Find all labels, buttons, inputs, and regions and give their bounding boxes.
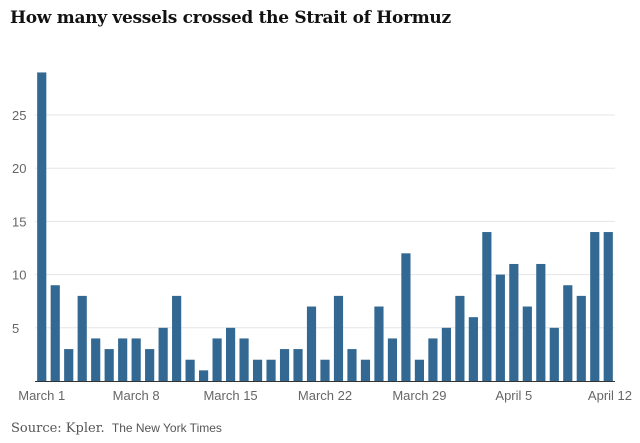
bar-mar-6: [104, 349, 114, 381]
bar-apr-3: [482, 232, 492, 381]
x-tick-label: March 8: [113, 388, 160, 403]
bar-apr-11: [590, 232, 600, 381]
bar-mar-21: [306, 306, 317, 381]
bar-mar-26: [374, 306, 384, 381]
bar-mar-10: [158, 327, 168, 381]
bar-mar-19: [279, 349, 290, 381]
bar-mar-5: [91, 338, 101, 381]
chart-title: How many vessels crossed the Strait of H…: [10, 8, 451, 28]
bar-mar-29: [414, 359, 425, 381]
x-tick-label: March 29: [392, 388, 446, 403]
y-tick-label: 15: [12, 214, 26, 229]
bar-apr-8: [549, 327, 559, 381]
bar-mar-15: [225, 327, 236, 381]
bar-apr-6: [522, 306, 532, 381]
source-note: Source: Kpler. The New York Times: [11, 420, 222, 436]
bar-apr-9: [563, 285, 573, 381]
credit-text: The New York Times: [111, 421, 222, 435]
y-tick-label: 10: [12, 268, 26, 283]
bar-mar-22: [320, 359, 330, 381]
bar-apr-10: [576, 295, 586, 381]
bar-mar-16: [239, 338, 249, 381]
bar-mar-18: [266, 359, 276, 381]
y-tick-label: 5: [12, 321, 19, 336]
bar-mar-20: [293, 349, 303, 381]
x-tick-label: March 1: [18, 388, 65, 403]
bar-mar-30: [428, 338, 438, 381]
bar-mar-27: [387, 338, 398, 381]
bar-apr-5: [509, 263, 519, 381]
bar-apr-1: [455, 295, 465, 381]
y-tick-label: 25: [12, 108, 26, 123]
bar-mar-4: [77, 295, 87, 381]
bar-mar-13: [199, 370, 209, 381]
bar-mar-3: [64, 349, 74, 381]
bar-apr-7: [536, 263, 546, 381]
bar-apr-12: [603, 232, 613, 381]
source-text: Source: Kpler.: [11, 421, 105, 436]
bar-mar-12: [185, 359, 195, 381]
bar-mar-24: [347, 349, 357, 381]
bar-mar-9: [145, 349, 155, 381]
x-tick-label: April 5: [495, 388, 532, 403]
bar-apr-4: [495, 274, 505, 381]
bar-apr-2: [468, 317, 478, 381]
bar-mar-2: [50, 285, 60, 381]
bar-mar-23: [333, 295, 344, 381]
bar-mar-1: [37, 72, 47, 381]
bar-mar-7: [118, 338, 128, 381]
x-tick-label: March 15: [203, 388, 257, 403]
x-tick-label: April 12: [588, 388, 632, 403]
x-tick-label: March 22: [298, 388, 352, 403]
bar-mar-17: [252, 359, 263, 381]
bar-mar-25: [360, 359, 371, 381]
bar-mar-14: [212, 338, 222, 381]
bar-mar-8: [131, 338, 141, 381]
bar-mar-28: [401, 253, 411, 381]
y-tick-label: 20: [12, 161, 26, 176]
bar-mar-11: [172, 295, 182, 381]
bar-mar-31: [441, 327, 451, 381]
